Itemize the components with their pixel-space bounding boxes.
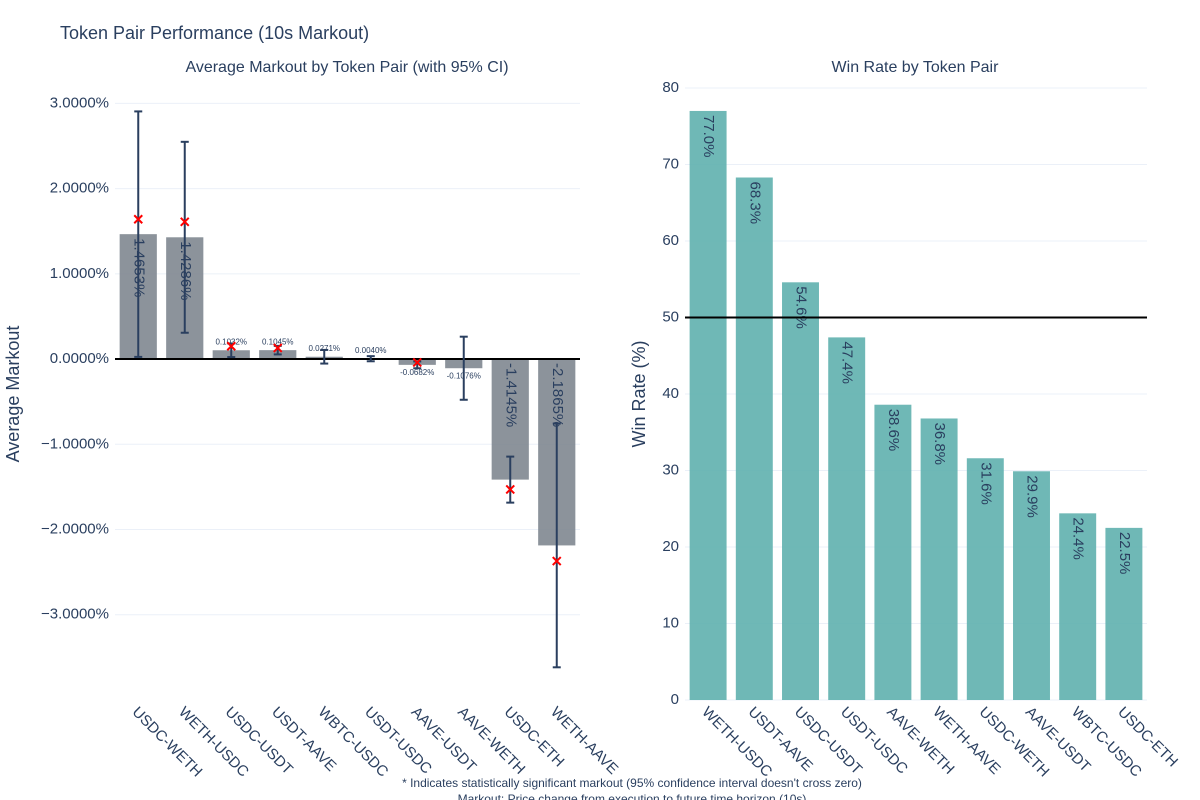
bar [828, 337, 866, 700]
significance-marker [273, 343, 283, 353]
y-tick-label: 0.0000% [50, 350, 109, 367]
data-label: 0.0271% [308, 344, 340, 353]
subplot-title: Win Rate by Token Pair [832, 59, 1000, 76]
error-bar [552, 422, 561, 669]
bar [874, 404, 912, 700]
data-label: 31.6% [977, 462, 994, 505]
page-title: Token Pair Performance (10s Markout) [60, 23, 369, 43]
y-tick-label: 40 [662, 385, 679, 402]
y-tick-label: 80 [662, 79, 679, 96]
data-label: 0.1032% [215, 337, 247, 346]
data-label: -2.1865% [549, 363, 566, 427]
data-label: 0.0040% [355, 346, 387, 355]
bar [782, 282, 819, 700]
y-axis-title: Win Rate (%) [629, 340, 649, 447]
data-label: 47.4% [839, 341, 856, 384]
y-tick-label: −2.0000% [41, 520, 109, 537]
y-tick-label: 2.0000% [50, 180, 109, 197]
data-label: 0.1045% [262, 337, 294, 346]
y-tick-label: 10 [662, 614, 679, 631]
y-tick-label: 20 [662, 538, 679, 555]
significance-marker [505, 484, 515, 495]
y-tick-label: 3.0000% [50, 94, 109, 111]
bar [966, 458, 1004, 700]
error-bar [506, 455, 515, 504]
error-bar [366, 355, 375, 363]
significance-marker [412, 357, 422, 368]
error-bar [134, 110, 143, 358]
data-label: 68.3% [746, 182, 763, 225]
y-tick-label: 1.0000% [50, 265, 109, 282]
bar [1013, 471, 1050, 700]
data-label: -1.4145% [502, 363, 519, 427]
data-label: 77.0% [700, 115, 717, 158]
data-label: 24.4% [1070, 517, 1087, 560]
significance-marker [552, 556, 562, 566]
significance-marker [133, 214, 143, 224]
bar [735, 177, 773, 700]
bar [689, 110, 727, 700]
error-bar [320, 348, 329, 365]
y-tick-label: 60 [662, 232, 679, 249]
significance-marker [226, 341, 236, 351]
subplot-title: Average Markout by Token Pair (with 95% … [185, 59, 508, 76]
y-tick-label: 0 [671, 691, 679, 708]
bar [1105, 527, 1143, 700]
data-label: 36.8% [931, 422, 948, 465]
y-tick-label: 50 [662, 308, 679, 325]
data-label: 38.6% [885, 409, 902, 452]
data-label: 29.9% [1024, 475, 1041, 518]
bar [1059, 513, 1097, 700]
y-tick-label: −1.0000% [41, 435, 109, 452]
error-bar [180, 140, 189, 334]
significance-marker [180, 217, 190, 227]
y-axis-title: Average Markout [3, 326, 23, 463]
y-tick-label: 70 [662, 155, 679, 172]
footnote: Markout: Price change from execution to … [458, 792, 807, 800]
data-label: -0.0682% [400, 368, 434, 377]
data-label: 54.6% [793, 286, 810, 329]
bar [920, 418, 958, 700]
y-tick-label: 30 [662, 461, 679, 478]
error-bar [459, 335, 468, 401]
data-label: 22.5% [1116, 532, 1133, 575]
y-tick-label: −3.0000% [41, 606, 109, 623]
footnote: * Indicates statistically significant ma… [402, 776, 862, 790]
